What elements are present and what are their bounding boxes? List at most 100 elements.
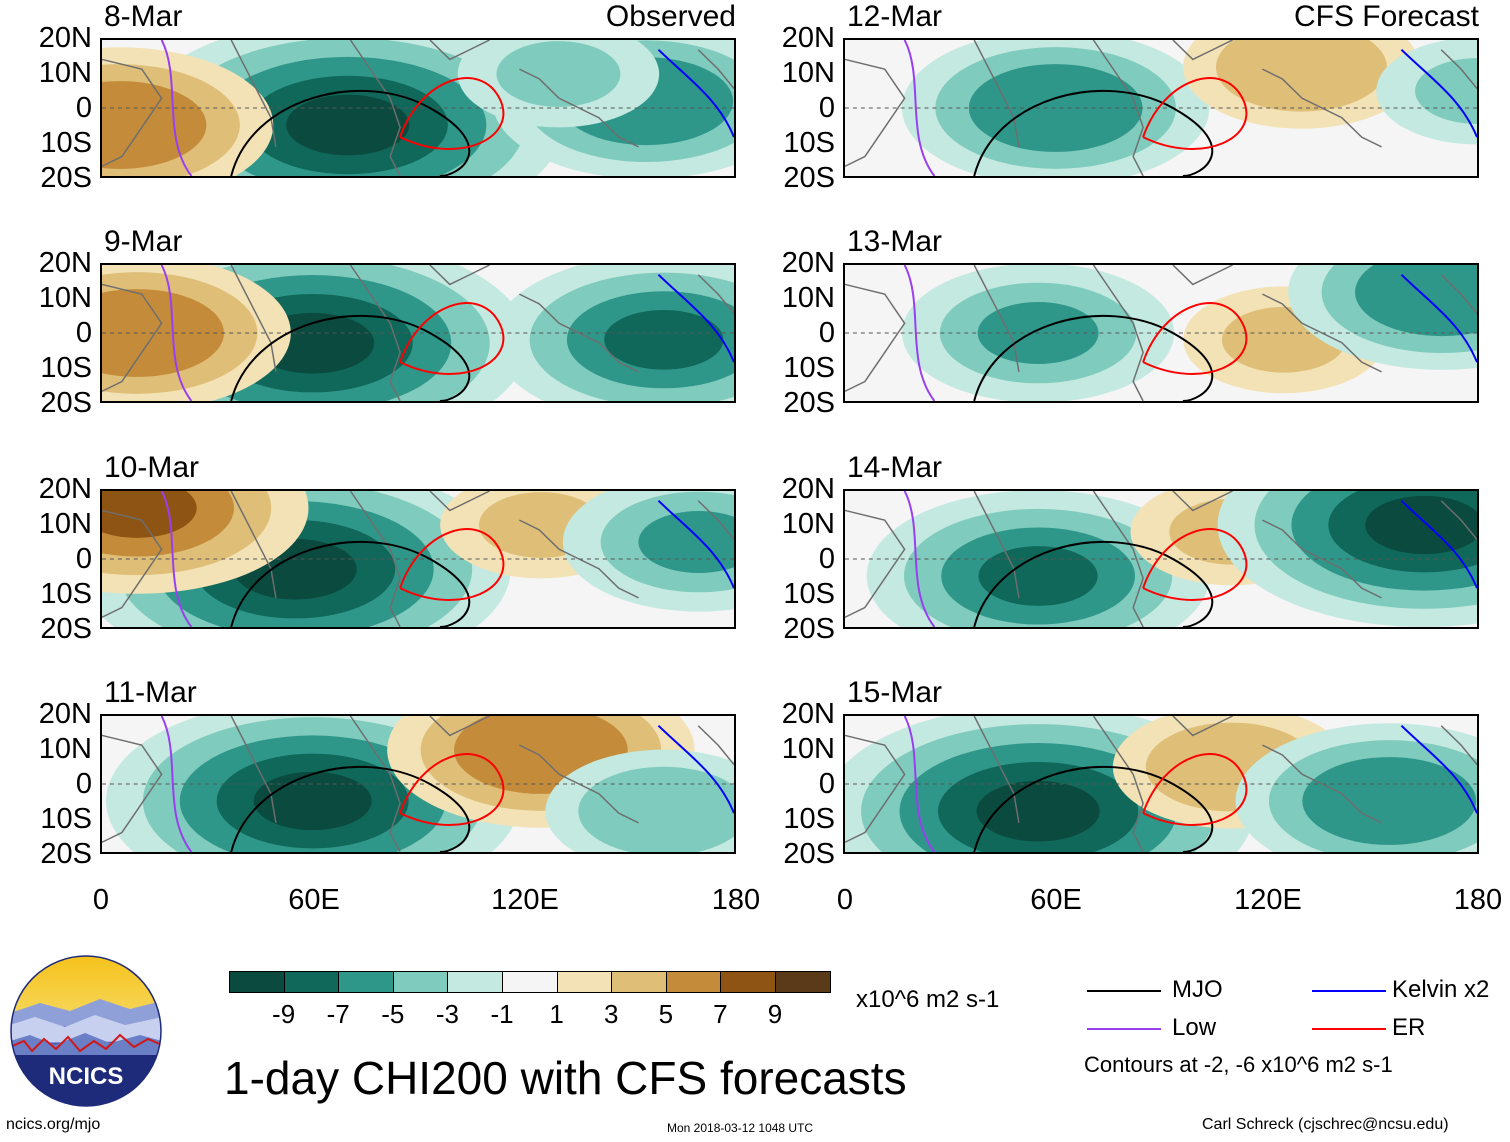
field-anomaly-14-mar-2-4: [1365, 495, 1477, 555]
contour-line: [903, 265, 936, 401]
coastline: [102, 716, 734, 852]
map-panel-13-mar: [843, 263, 1479, 403]
contour-note: Contours at -2, -6 x10^6 m2 s-1: [1084, 1052, 1393, 1077]
contour-line: [657, 274, 734, 363]
colorbar-swatch-1: [283, 971, 340, 993]
legend-label-low: Low: [1172, 1014, 1217, 1041]
contour-line: [230, 89, 471, 176]
lat-tick: 10N: [38, 508, 92, 540]
legend-label-kelvin: Kelvin x2: [1392, 976, 1490, 1003]
contour-line: [1400, 500, 1477, 589]
map-panel-9-mar: [100, 263, 736, 403]
panel-date-13-mar: 13-Mar: [847, 225, 943, 258]
contour-line: [903, 716, 936, 852]
legend-label-er: ER: [1392, 1014, 1426, 1041]
lat-tick: 20S: [40, 838, 92, 870]
lat-tick: 20S: [40, 162, 92, 194]
panel-date-12-mar: 12-Mar: [847, 0, 943, 33]
contour-line: [1400, 274, 1477, 363]
lat-tick: 20S: [40, 387, 92, 419]
colorbar-label--9: -9: [272, 999, 296, 1029]
contour-line: [399, 753, 505, 826]
panel-date-14-mar: 14-Mar: [847, 451, 943, 484]
lat-tick: 20S: [783, 162, 835, 194]
colorbar-label-9: 9: [767, 999, 783, 1029]
field-anomaly-15-mar-0-4: [976, 780, 1100, 842]
contour-line: [399, 77, 505, 150]
colorbar-swatch-8: [665, 971, 722, 993]
colorbar-swatch-0: [229, 971, 285, 993]
colorbar-swatch-10: [775, 971, 831, 993]
map-panel-12-mar: [843, 38, 1479, 178]
coastline: [845, 491, 1477, 627]
lat-tick: 20N: [38, 473, 92, 505]
lat-tick: 0: [75, 768, 92, 800]
lat-tick: 20N: [38, 22, 92, 54]
field-anomaly-9-mar-2-3: [604, 309, 724, 370]
colorbar-label--5: -5: [381, 999, 405, 1029]
lat-tick: 10N: [781, 57, 835, 89]
lat-tick: 0: [818, 92, 835, 124]
lat-tick: 20N: [781, 247, 835, 279]
lat-tick: 10S: [40, 578, 92, 610]
map-panel-15-mar: [843, 714, 1479, 854]
lon-tick-left-180: 180: [711, 884, 761, 916]
legend-line-mjo: [1087, 990, 1161, 992]
colorbar-swatch-2: [338, 971, 394, 993]
contour-line: [1400, 725, 1477, 814]
forecast-label: CFS Forecast: [1293, 0, 1479, 33]
lat-tick: 0: [75, 92, 92, 124]
contour-line: [1142, 77, 1248, 150]
panel-date-9-mar: 9-Mar: [104, 225, 183, 258]
coastline: [845, 265, 1477, 401]
lat-tick: 10S: [783, 127, 835, 159]
contour-line: [230, 314, 471, 401]
contour-line: [1142, 528, 1248, 601]
lat-tick: 10N: [781, 508, 835, 540]
contour-line: [973, 765, 1214, 852]
contour-line: [1142, 753, 1248, 826]
panel-date-8-mar: 8-Mar: [104, 0, 183, 33]
lat-tick: 20S: [783, 613, 835, 645]
colorbar-swatch-6: [556, 971, 613, 993]
contour-line: [973, 540, 1214, 627]
field-anomaly-9-mar-1-2: [102, 289, 224, 377]
colorbar-swatch-3: [392, 971, 449, 993]
lat-tick: 10S: [40, 127, 92, 159]
lat-tick: 20N: [781, 698, 835, 730]
field-anomaly-12-mar-1-1: [1215, 40, 1387, 112]
lat-tick: 20N: [38, 247, 92, 279]
coastline: [102, 491, 734, 627]
contour-line: [903, 491, 936, 627]
coastline: [102, 265, 734, 401]
colorbar-swatch-7: [611, 971, 667, 993]
legend-line-low: [1087, 1028, 1161, 1030]
lon-tick-right-180: 180: [1453, 884, 1503, 916]
footer-site[interactable]: ncics.org/mjo: [6, 1116, 101, 1133]
contour-line: [160, 40, 193, 176]
field-anomaly-14-mar-0-3: [978, 546, 1098, 606]
contour-line: [230, 540, 471, 627]
lon-tick-left-0: 0: [92, 884, 110, 916]
map-panel-10-mar: [100, 489, 736, 629]
field-anomaly-15-mar-2-2: [1302, 757, 1477, 845]
field-anomaly-11-mar-0-4: [253, 771, 372, 831]
coastline: [845, 716, 1477, 852]
lon-tick-left-120e: 120E: [491, 884, 559, 916]
colorbar-swatch-5: [502, 971, 558, 993]
coastline: [102, 40, 734, 176]
lat-tick: 10S: [40, 352, 92, 384]
field-anomaly-10-mar-3-2: [638, 511, 734, 573]
field-anomaly-10-mar-1-3: [102, 491, 197, 538]
map-panel-8-mar: [100, 38, 736, 178]
lon-tick-right-120e: 120E: [1234, 884, 1302, 916]
coastline: [845, 40, 1477, 176]
ncics-logo: NCICS: [10, 955, 162, 1107]
contour-line: [1400, 49, 1477, 138]
lat-tick: 10N: [38, 57, 92, 89]
field-anomaly-8-mar-0-4: [286, 94, 410, 156]
colorbar-label-5: 5: [658, 999, 674, 1029]
colorbar-label--1: -1: [490, 999, 514, 1029]
lat-tick: 0: [818, 543, 835, 575]
figure-title: 1-day CHI200 with CFS forecasts: [224, 1052, 907, 1104]
